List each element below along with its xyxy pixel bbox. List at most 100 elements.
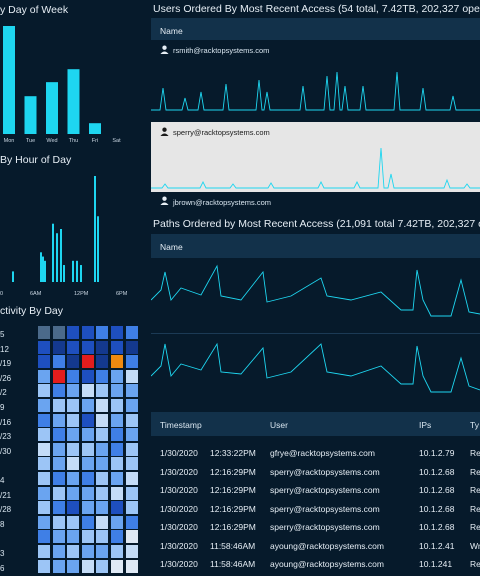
heatmap-cell[interactable] bbox=[67, 340, 80, 354]
heatmap-cell[interactable] bbox=[125, 442, 138, 456]
dow-bar[interactable] bbox=[3, 26, 15, 134]
heatmap-cell[interactable] bbox=[67, 326, 80, 339]
path-activity-sparkline[interactable] bbox=[151, 260, 480, 330]
heatmap-cell[interactable] bbox=[81, 399, 94, 412]
user-column[interactable]: User bbox=[270, 420, 288, 430]
ips-column[interactable]: IPs bbox=[419, 420, 432, 430]
heatmap-cell[interactable] bbox=[38, 457, 50, 471]
table-row[interactable]: 1/30/2020 12:16:29PM sperry@racktopsystems… bbox=[151, 463, 480, 481]
heatmap-cell[interactable] bbox=[111, 530, 123, 544]
heatmap-cell[interactable] bbox=[38, 530, 50, 544]
heatmap-cell[interactable] bbox=[96, 340, 109, 354]
heatmap-cell[interactable] bbox=[111, 428, 123, 442]
heatmap-cell[interactable] bbox=[38, 369, 50, 383]
heatmap-cell[interactable] bbox=[38, 501, 50, 515]
heatmap-cell[interactable] bbox=[125, 355, 138, 369]
table-row[interactable]: 1/30/2020 12:16:29PM sperry@racktopsystems… bbox=[151, 500, 480, 518]
heatmap-cell[interactable] bbox=[38, 355, 50, 369]
heatmap-cell[interactable] bbox=[67, 515, 80, 529]
user-row-sperry[interactable]: sperry@racktopsystems.com bbox=[151, 122, 480, 192]
heatmap-cell[interactable] bbox=[96, 457, 109, 471]
heatmap-cell[interactable] bbox=[125, 326, 138, 339]
heatmap-cell[interactable] bbox=[81, 340, 94, 354]
hod-bar[interactable] bbox=[42, 256, 44, 282]
heatmap-cell[interactable] bbox=[38, 326, 50, 339]
heatmap-cell[interactable] bbox=[67, 545, 80, 558]
heatmap-cell[interactable] bbox=[81, 442, 94, 456]
heatmap-cell[interactable] bbox=[111, 486, 123, 500]
heatmap-cell[interactable] bbox=[96, 326, 109, 339]
hod-bar[interactable] bbox=[60, 229, 62, 282]
heatmap-cell[interactable] bbox=[38, 428, 50, 442]
heatmap-cell[interactable] bbox=[67, 472, 80, 485]
heatmap-cell[interactable] bbox=[52, 442, 65, 456]
heatmap-cell[interactable] bbox=[52, 340, 65, 354]
hod-bar[interactable] bbox=[72, 260, 74, 282]
heatmap-cell[interactable] bbox=[67, 384, 80, 398]
heatmap-cell[interactable] bbox=[67, 399, 80, 412]
heatmap-cell[interactable] bbox=[52, 545, 65, 558]
heatmap-cell[interactable] bbox=[81, 515, 94, 529]
heatmap-cell[interactable] bbox=[96, 442, 109, 456]
heatmap-cell[interactable] bbox=[125, 413, 138, 427]
heatmap-cell[interactable] bbox=[96, 530, 109, 544]
heatmap-cell[interactable] bbox=[81, 369, 94, 383]
hod-bar[interactable] bbox=[52, 223, 54, 282]
hod-bar[interactable] bbox=[44, 260, 46, 282]
heatmap-cell[interactable] bbox=[111, 326, 123, 339]
heatmap-cell[interactable] bbox=[96, 472, 109, 485]
heatmap-cell[interactable] bbox=[111, 399, 123, 412]
heatmap-cell[interactable] bbox=[52, 530, 65, 544]
heatmap-cell[interactable] bbox=[125, 545, 138, 558]
heatmap-cell[interactable] bbox=[111, 355, 123, 369]
heatmap-cell[interactable] bbox=[38, 442, 50, 456]
heatmap-cell[interactable] bbox=[125, 369, 138, 383]
paths-header[interactable]: Name bbox=[151, 234, 480, 258]
heatmap-cell[interactable] bbox=[52, 457, 65, 471]
heatmap-cell[interactable] bbox=[67, 442, 80, 456]
table-row[interactable]: 1/30/2020 12:16:29PM sperry@racktopsystems… bbox=[151, 481, 480, 499]
heatmap-cell[interactable] bbox=[81, 457, 94, 471]
heatmap-cell[interactable] bbox=[38, 340, 50, 354]
heatmap-cell[interactable] bbox=[111, 501, 123, 515]
user-row-rsmith[interactable]: rsmith@racktopsystems.com bbox=[151, 40, 480, 120]
path-activity-sparkline[interactable] bbox=[151, 336, 480, 406]
heatmap-cell[interactable] bbox=[81, 428, 94, 442]
heatmap-cell[interactable] bbox=[38, 413, 50, 427]
heatmap-cell[interactable] bbox=[96, 369, 109, 383]
user-row-jbrown[interactable]: jbrown@racktopsystems.com bbox=[151, 193, 480, 209]
heatmap-cell[interactable] bbox=[96, 559, 109, 573]
heatmap-cell[interactable] bbox=[111, 369, 123, 383]
table-row[interactable]: 1/30/2020 11:58:46AM ayoung@racktopsystems… bbox=[151, 555, 480, 573]
heatmap-cell[interactable] bbox=[125, 486, 138, 500]
heatmap-cell[interactable] bbox=[96, 399, 109, 412]
heatmap-cell[interactable] bbox=[38, 399, 50, 412]
heatmap-cell[interactable] bbox=[67, 457, 80, 471]
heatmap-cell[interactable] bbox=[81, 501, 94, 515]
heatmap-cell[interactable] bbox=[81, 413, 94, 427]
heatmap-cell[interactable] bbox=[52, 369, 65, 383]
hod-bar[interactable] bbox=[94, 176, 96, 282]
heatmap-cell[interactable] bbox=[52, 559, 65, 573]
heatmap-cell[interactable] bbox=[111, 545, 123, 558]
heatmap-cell[interactable] bbox=[52, 384, 65, 398]
heatmap-cell[interactable] bbox=[96, 501, 109, 515]
heatmap-cell[interactable] bbox=[67, 369, 80, 383]
heatmap-cell[interactable] bbox=[125, 559, 138, 573]
heatmap-cell[interactable] bbox=[111, 442, 123, 456]
heatmap-cell[interactable] bbox=[52, 413, 65, 427]
dow-bar[interactable] bbox=[46, 82, 58, 134]
heatmap-cell[interactable] bbox=[52, 326, 65, 339]
heatmap-cell[interactable] bbox=[125, 384, 138, 398]
heatmap-cell[interactable] bbox=[81, 472, 94, 485]
heatmap-cell[interactable] bbox=[111, 559, 123, 573]
heatmap-cell[interactable] bbox=[38, 486, 50, 500]
heatmap-cell[interactable] bbox=[125, 340, 138, 354]
heatmap-cell[interactable] bbox=[96, 355, 109, 369]
hod-bar[interactable] bbox=[40, 252, 42, 282]
heatmap-cell[interactable] bbox=[111, 413, 123, 427]
heatmap-cell[interactable] bbox=[52, 501, 65, 515]
heatmap-cell[interactable] bbox=[81, 530, 94, 544]
heatmap-cell[interactable] bbox=[38, 515, 50, 529]
heatmap-cell[interactable] bbox=[111, 472, 123, 485]
